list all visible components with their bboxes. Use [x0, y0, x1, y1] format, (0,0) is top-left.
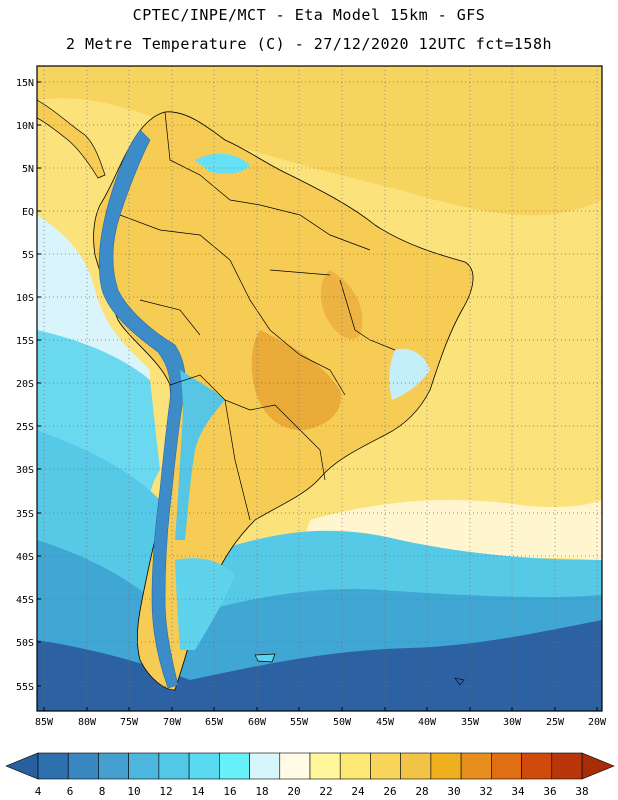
colorbar-swatch: [98, 752, 129, 780]
colorbar-swatches: [37, 752, 583, 780]
lat-label: 40S: [16, 552, 34, 563]
colorbar-swatch: [279, 752, 311, 780]
lat-label: 35S: [16, 509, 34, 520]
lat-label: EQ: [22, 207, 34, 218]
lon-label: 30W: [503, 717, 522, 728]
axis-ticks: [37, 81, 598, 711]
map-title-line-2: 2 Metre Temperature (C) - 27/12/2020 12U…: [65, 35, 553, 53]
lon-label: 65W: [205, 717, 224, 728]
lat-label: 50S: [16, 638, 34, 649]
colorbar-label: 26: [383, 785, 396, 798]
colorbar-swatch: [158, 752, 190, 780]
lon-label: 40W: [418, 717, 437, 728]
falkland-islands: [254, 653, 276, 663]
colorbar-label: 34: [511, 785, 525, 798]
lat-label: 45S: [16, 595, 34, 606]
lon-label: 80W: [78, 717, 97, 728]
colorbar-label: 8: [99, 785, 106, 798]
lat-label: 20S: [16, 379, 34, 390]
colorbar-swatch: [400, 752, 432, 780]
map-field: [37, 66, 602, 711]
south-georgia: [454, 677, 465, 686]
lat-label: 10N: [16, 121, 34, 132]
colorbar-swatch: [551, 752, 583, 780]
colorbar-label: 16: [223, 785, 236, 798]
colorbar-swatch: [188, 752, 220, 780]
colorbar-right-arrow: [581, 752, 615, 780]
colorbar-swatch: [128, 752, 160, 780]
colorbar-label: 10: [127, 785, 140, 798]
colorbar: 4 6 8 10 12 14 16 18 20 22 24 26 28 30 3…: [5, 752, 615, 798]
country-borders: [119, 111, 396, 521]
colorbar-swatch: [460, 752, 492, 780]
colorbar-swatch: [249, 752, 281, 780]
colorbar-label: 18: [255, 785, 268, 798]
lat-label: 15S: [16, 336, 34, 347]
longitude-labels: 85W 80W 75W 70W 65W 60W 55W 50W 45W 40W …: [35, 717, 607, 728]
colorbar-label: 20: [287, 785, 300, 798]
lon-label: 35W: [461, 717, 480, 728]
colorbar-label: 4: [35, 785, 42, 798]
map-frame: [36, 65, 603, 712]
colorbar-swatch: [309, 752, 341, 780]
map-title-line-1: CPTEC/INPE/MCT - Eta Model 15km - GFS: [132, 6, 486, 24]
field-north-hot: [37, 66, 602, 216]
colorbar-label: 32: [479, 785, 492, 798]
central-america-land: [37, 99, 106, 179]
lon-label: 60W: [248, 717, 267, 728]
colorbar-swatch: [37, 752, 69, 780]
colorbar-label: 12: [159, 785, 172, 798]
colorbar-swatch: [67, 752, 99, 780]
lat-label: 25S: [16, 422, 34, 433]
colorbar-swatch: [370, 752, 401, 780]
colorbar-label: 28: [415, 785, 428, 798]
coast-cool-southeast: [389, 348, 430, 400]
lon-label: 85W: [35, 717, 54, 728]
lon-label: 70W: [163, 717, 182, 728]
lon-label: 20W: [588, 717, 607, 728]
field-south-cold: [37, 620, 602, 711]
colorbar-label: 22: [319, 785, 332, 798]
lat-label: 15N: [16, 78, 34, 89]
colorbar-label: 38: [575, 785, 588, 798]
colorbar-swatch: [430, 752, 462, 780]
lat-label: 30S: [16, 465, 34, 476]
lat-label: 5N: [22, 164, 34, 175]
colorbar-label: 30: [447, 785, 460, 798]
lon-label: 75W: [120, 717, 139, 728]
colorbar-label: 6: [67, 785, 74, 798]
colorbar-labels: 4 6 8 10 12 14 16 18 20 22 24 26 28 30 3…: [35, 785, 589, 798]
land-hot-northeast: [320, 270, 363, 339]
colorbar-swatch: [339, 752, 371, 780]
colorbar-swatch: [219, 752, 250, 780]
colorbar-label: 24: [351, 785, 365, 798]
highland-cyan-north: [195, 153, 250, 174]
patagonia-cyan: [175, 558, 235, 650]
andes-cyan-flank: [175, 370, 225, 540]
lat-label: 10S: [16, 293, 34, 304]
lon-label: 50W: [333, 717, 352, 728]
lat-label: 5S: [22, 250, 34, 261]
colorbar-left-arrow: [5, 752, 39, 780]
lon-label: 55W: [290, 717, 309, 728]
colorbar-label: 14: [191, 785, 205, 798]
lon-label: 25W: [546, 717, 565, 728]
lat-label: 55S: [16, 682, 34, 693]
andes-cold-band: [98, 129, 186, 689]
colorbar-label: 36: [543, 785, 556, 798]
colorbar-swatch: [491, 752, 522, 780]
latitude-labels: 15N 10N 5N EQ 5S 10S 15S 20S 25S 30S 35S…: [16, 78, 34, 693]
lon-label: 45W: [376, 717, 395, 728]
colorbar-swatch: [521, 752, 553, 780]
